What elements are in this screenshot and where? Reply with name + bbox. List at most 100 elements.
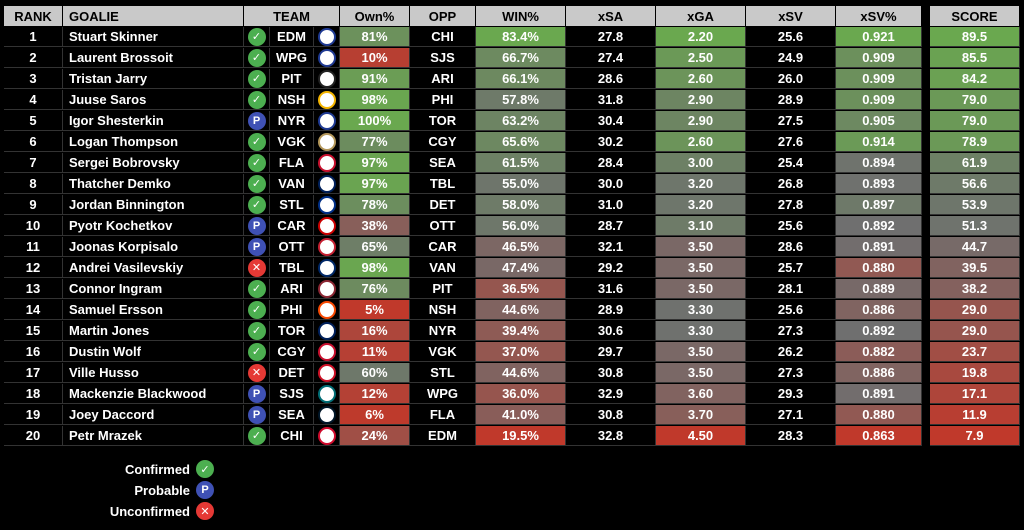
own-value: 10%: [361, 50, 388, 65]
win-value: 46.5%: [502, 239, 539, 254]
legend-item-confirmed: Confirmed ✓: [0, 460, 214, 478]
goalie-name: Ville Husso: [69, 365, 139, 380]
xsv-value: 27.3: [777, 365, 804, 380]
cell-xga: 3.10: [656, 216, 746, 236]
confirmed-status-icon: ✓: [247, 90, 266, 109]
goalie-name: Joonas Korpisalo: [69, 239, 179, 254]
cell-logo: [314, 258, 340, 278]
cell-logo: [314, 153, 340, 173]
probable-status-icon: P: [247, 237, 266, 256]
cell-logo: [314, 363, 340, 383]
cell-xsa: 31.6: [566, 279, 656, 299]
team-logo-icon: [317, 132, 336, 151]
cell-xsvp: 0.894: [836, 153, 922, 173]
xga-value: 2.90: [687, 113, 714, 128]
header-goalie[interactable]: GOALIE: [63, 6, 244, 26]
cell-xsvp: 0.909: [836, 48, 922, 68]
cell-score: 19.8: [930, 363, 1020, 383]
xga-value: 3.30: [687, 302, 714, 317]
cell-xga: 2.90: [656, 111, 746, 131]
cell-xsa: 28.9: [566, 300, 656, 320]
cell-xsa: 32.1: [566, 237, 656, 257]
cell-own: 38%: [340, 216, 410, 236]
own-value: 16%: [361, 323, 388, 338]
header-rank[interactable]: RANK: [4, 6, 63, 26]
cell-team: DET: [270, 363, 314, 383]
xsvp-value: 0.905: [862, 113, 895, 128]
xsa-value: 29.2: [597, 260, 624, 275]
cell-goalie: Dustin Wolf: [63, 342, 244, 362]
xga-value: 3.50: [687, 344, 714, 359]
header-team[interactable]: TEAM: [244, 6, 340, 26]
cell-status: ✓: [244, 426, 270, 446]
cell-xsvp: 0.909: [836, 90, 922, 110]
cell-rank: 6: [4, 132, 63, 152]
xsv-value: 28.1: [777, 281, 804, 296]
cell-logo: [314, 237, 340, 257]
confirmed-status-icon: ✓: [247, 279, 266, 298]
cell-xsv: 27.5: [746, 111, 836, 131]
unconfirmed-status-icon: ✕: [247, 258, 266, 277]
cell-logo: [314, 132, 340, 152]
cell-status: ✓: [244, 279, 270, 299]
rank-value: 16: [25, 344, 41, 359]
team-logo-icon: [317, 342, 336, 361]
opp-value: VAN: [429, 260, 456, 275]
xsv-value: 25.4: [777, 155, 804, 170]
cell-opp: NSH: [410, 300, 476, 320]
cell-team: ARI: [270, 279, 314, 299]
cell-xsa: 27.8: [566, 27, 656, 47]
header-win[interactable]: WIN%: [476, 6, 566, 26]
win-value: 56.0%: [502, 218, 539, 233]
score-value: 19.8: [961, 365, 988, 380]
header-xga[interactable]: xGA: [656, 6, 746, 26]
cell-score: 61.9: [930, 153, 1020, 173]
cell-opp: TBL: [410, 174, 476, 194]
xsvp-value: 0.909: [862, 92, 895, 107]
own-value: 78%: [361, 197, 388, 212]
cell-team: TOR: [270, 321, 314, 341]
goalie-name: Dustin Wolf: [69, 344, 141, 359]
xsa-value: 32.9: [597, 386, 624, 401]
header-xsvp[interactable]: xSV%: [836, 6, 922, 26]
team-logo-icon: [317, 69, 336, 88]
xsvp-value: 0.889: [862, 281, 895, 296]
cell-xsv: 27.6: [746, 132, 836, 152]
xsv-value: 27.8: [777, 197, 804, 212]
team-value: DET: [278, 365, 305, 380]
xsa-value: 30.0: [597, 176, 624, 191]
team-logo-icon: [317, 48, 336, 67]
header-opp[interactable]: OPP: [410, 6, 476, 26]
xsv-value: 27.6: [777, 134, 804, 149]
own-value: 5%: [365, 302, 384, 317]
cell-status: ✓: [244, 90, 270, 110]
header-xsv[interactable]: xSV: [746, 6, 836, 26]
cell-status: P: [244, 216, 270, 236]
score-value: 39.5: [961, 260, 988, 275]
header-xsa[interactable]: xSA: [566, 6, 656, 26]
xsvp-value: 0.914: [862, 134, 895, 149]
cell-opp: WPG: [410, 384, 476, 404]
own-value: 60%: [361, 365, 388, 380]
team-logo-icon: [317, 384, 336, 403]
cell-xsvp: 0.886: [836, 363, 922, 383]
win-value: 44.6%: [502, 365, 539, 380]
win-value: 39.4%: [502, 323, 539, 338]
cell-goalie: Joey Daccord: [63, 405, 244, 425]
cell-win: 19.5%: [476, 426, 566, 446]
cell-opp: PIT: [410, 279, 476, 299]
cell-team: FLA: [270, 153, 314, 173]
opp-value: TOR: [428, 113, 457, 128]
header-own[interactable]: Own%: [340, 6, 410, 26]
header-score[interactable]: SCORE: [930, 6, 1020, 26]
cell-team: NSH: [270, 90, 314, 110]
own-value: 77%: [361, 134, 388, 149]
cell-xsa: 30.6: [566, 321, 656, 341]
xsvp-value: 0.886: [862, 302, 895, 317]
cell-xsvp: 0.892: [836, 321, 922, 341]
goalie-name: Thatcher Demko: [69, 176, 171, 191]
team-value: OTT: [278, 239, 305, 254]
cell-team: TBL: [270, 258, 314, 278]
team-value: WPG: [275, 50, 308, 65]
score-value: 29.0: [961, 302, 988, 317]
